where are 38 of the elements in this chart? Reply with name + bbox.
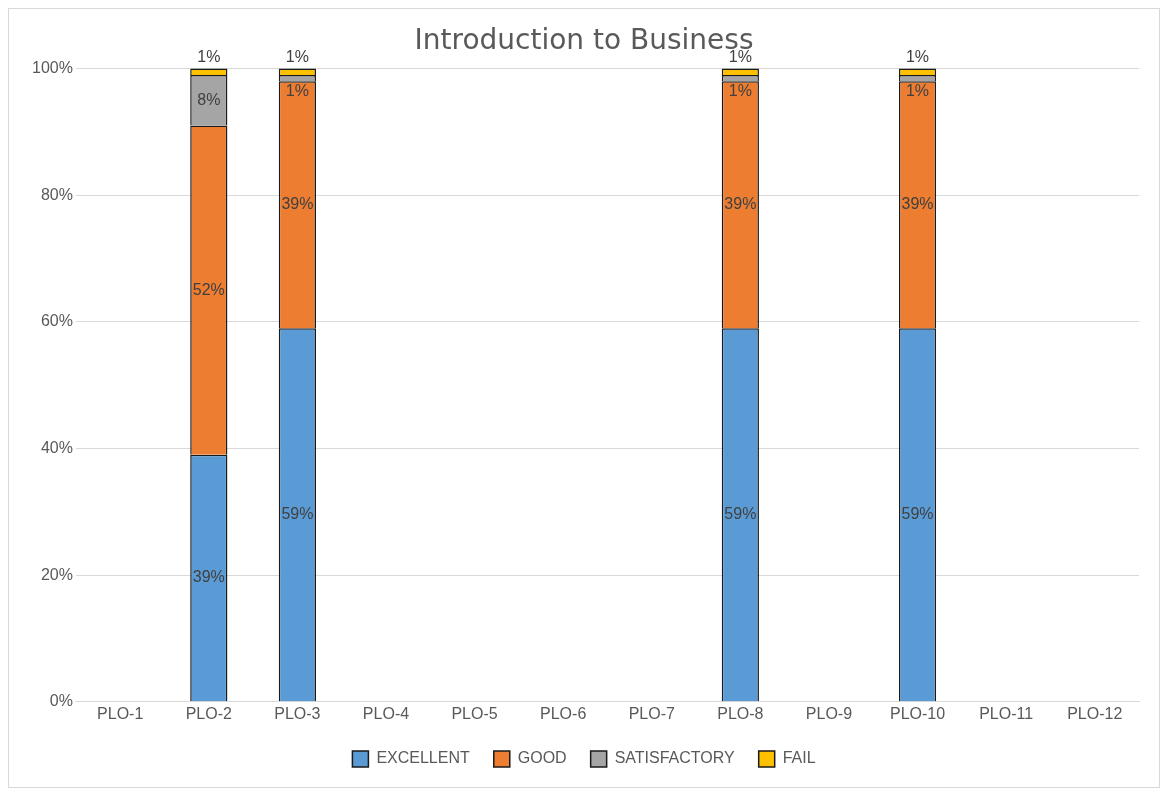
x-tick-label: PLO-5 xyxy=(451,704,498,722)
data-label: 1% xyxy=(197,48,221,66)
data-label: 8% xyxy=(197,90,221,108)
data-label: 59% xyxy=(901,505,934,523)
legend-label: EXCELLENT xyxy=(376,749,470,767)
x-tick-label: PLO-4 xyxy=(362,704,410,722)
legend-label: FAIL xyxy=(782,749,816,767)
data-label: 39% xyxy=(281,195,314,213)
x-tick-label: PLO-2 xyxy=(185,704,233,722)
y-tick-label: 60% xyxy=(40,312,73,330)
x-tick-label: PLO-11 xyxy=(979,704,1034,722)
x-tick-label: PLO-10 xyxy=(889,704,946,722)
y-tick-label: 20% xyxy=(40,565,73,583)
data-label: 1% xyxy=(285,81,309,99)
x-tick-label: PLO-6 xyxy=(540,704,587,722)
legend-label: SATISFACTORY xyxy=(614,749,736,767)
data-label: 39% xyxy=(724,195,757,213)
data-label: 59% xyxy=(724,505,757,523)
data-label: 1% xyxy=(285,48,309,66)
x-tick-label: PLO-3 xyxy=(274,704,321,722)
data-label: 1% xyxy=(728,81,752,99)
x-tick-label: PLO-1 xyxy=(97,704,144,722)
data-label: 52% xyxy=(192,280,225,298)
legend-label: GOOD xyxy=(517,749,567,767)
data-label: 39% xyxy=(192,568,225,586)
data-label: 39% xyxy=(901,195,934,213)
x-tick-label: PLO-12 xyxy=(1067,704,1123,722)
x-tick-label: PLO-8 xyxy=(717,704,764,722)
y-tick-label: 80% xyxy=(40,185,73,203)
y-tick-label: 100% xyxy=(32,59,73,77)
data-label: 1% xyxy=(728,48,752,66)
y-tick-label: 0% xyxy=(49,692,73,710)
x-tick-label: PLO-7 xyxy=(628,704,675,722)
x-tick-label: PLO-9 xyxy=(805,704,853,722)
y-tick-label: 40% xyxy=(40,438,73,456)
data-label: 59% xyxy=(281,505,314,523)
data-label: 1% xyxy=(905,81,930,99)
data-label: 1% xyxy=(905,48,930,66)
